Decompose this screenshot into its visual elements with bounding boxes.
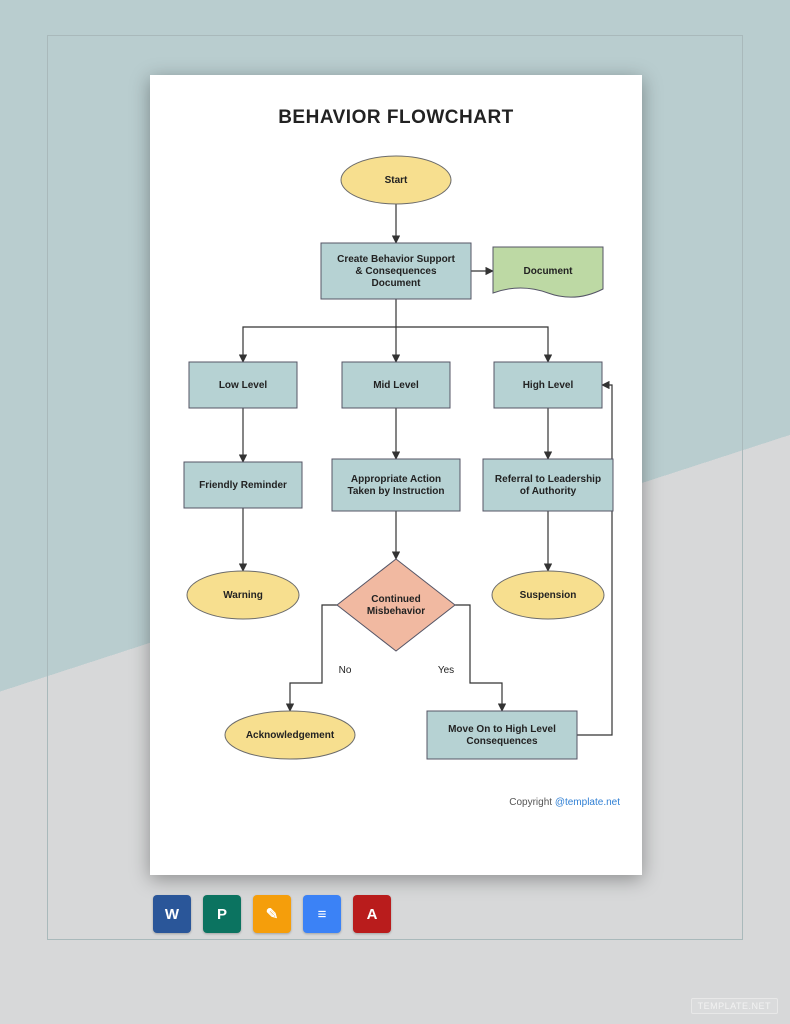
template-preview[interactable]: BEHAVIOR FLOWCHARTNoYesStartCreate Behav… <box>150 75 642 875</box>
edge-fan-low <box>243 327 396 362</box>
edge-decision-moveon <box>455 605 502 711</box>
format-icon-gdocs[interactable]: ≡ <box>303 895 341 933</box>
edge-fan-high <box>396 327 548 362</box>
node-moveon <box>427 711 577 759</box>
format-icon-word[interactable]: W <box>153 895 191 933</box>
flowchart-svg: BEHAVIOR FLOWCHARTNoYesStartCreate Behav… <box>150 75 642 875</box>
format-icon-pages[interactable]: ✎ <box>253 895 291 933</box>
node-label-friendly: Friendly Reminder <box>199 480 287 491</box>
node-referral <box>483 459 613 511</box>
watermark: TEMPLATE.NET <box>691 998 778 1014</box>
node-label-high: High Level <box>523 380 574 391</box>
copyright-text: Copyright @template.net <box>509 797 620 808</box>
edge-label: Yes <box>438 665 454 676</box>
node-label-suspension: Suspension <box>520 590 577 601</box>
node-label-action: Appropriate ActionTaken by Instruction <box>347 474 444 497</box>
node-label-mid: Mid Level <box>373 380 419 391</box>
format-icon-publisher[interactable]: P <box>203 895 241 933</box>
node-label-warning: Warning <box>223 590 263 601</box>
node-label-start: Start <box>385 175 408 186</box>
node-action <box>332 459 460 511</box>
edge-moveon-high <box>577 385 612 735</box>
format-icon-pdf[interactable]: A <box>353 895 391 933</box>
node-decision <box>337 559 455 651</box>
edge-label: No <box>339 665 352 676</box>
edge-decision-ack <box>290 605 337 711</box>
node-label-low: Low Level <box>219 380 268 391</box>
flowchart-title: BEHAVIOR FLOWCHART <box>278 107 514 128</box>
format-icon-row: WP ✎ ≡ A <box>153 895 391 933</box>
node-label-decision: ContinuedMisbehavior <box>367 594 425 617</box>
node-label-ack: Acknowledgement <box>246 730 335 741</box>
node-label-doc: Document <box>524 266 574 277</box>
